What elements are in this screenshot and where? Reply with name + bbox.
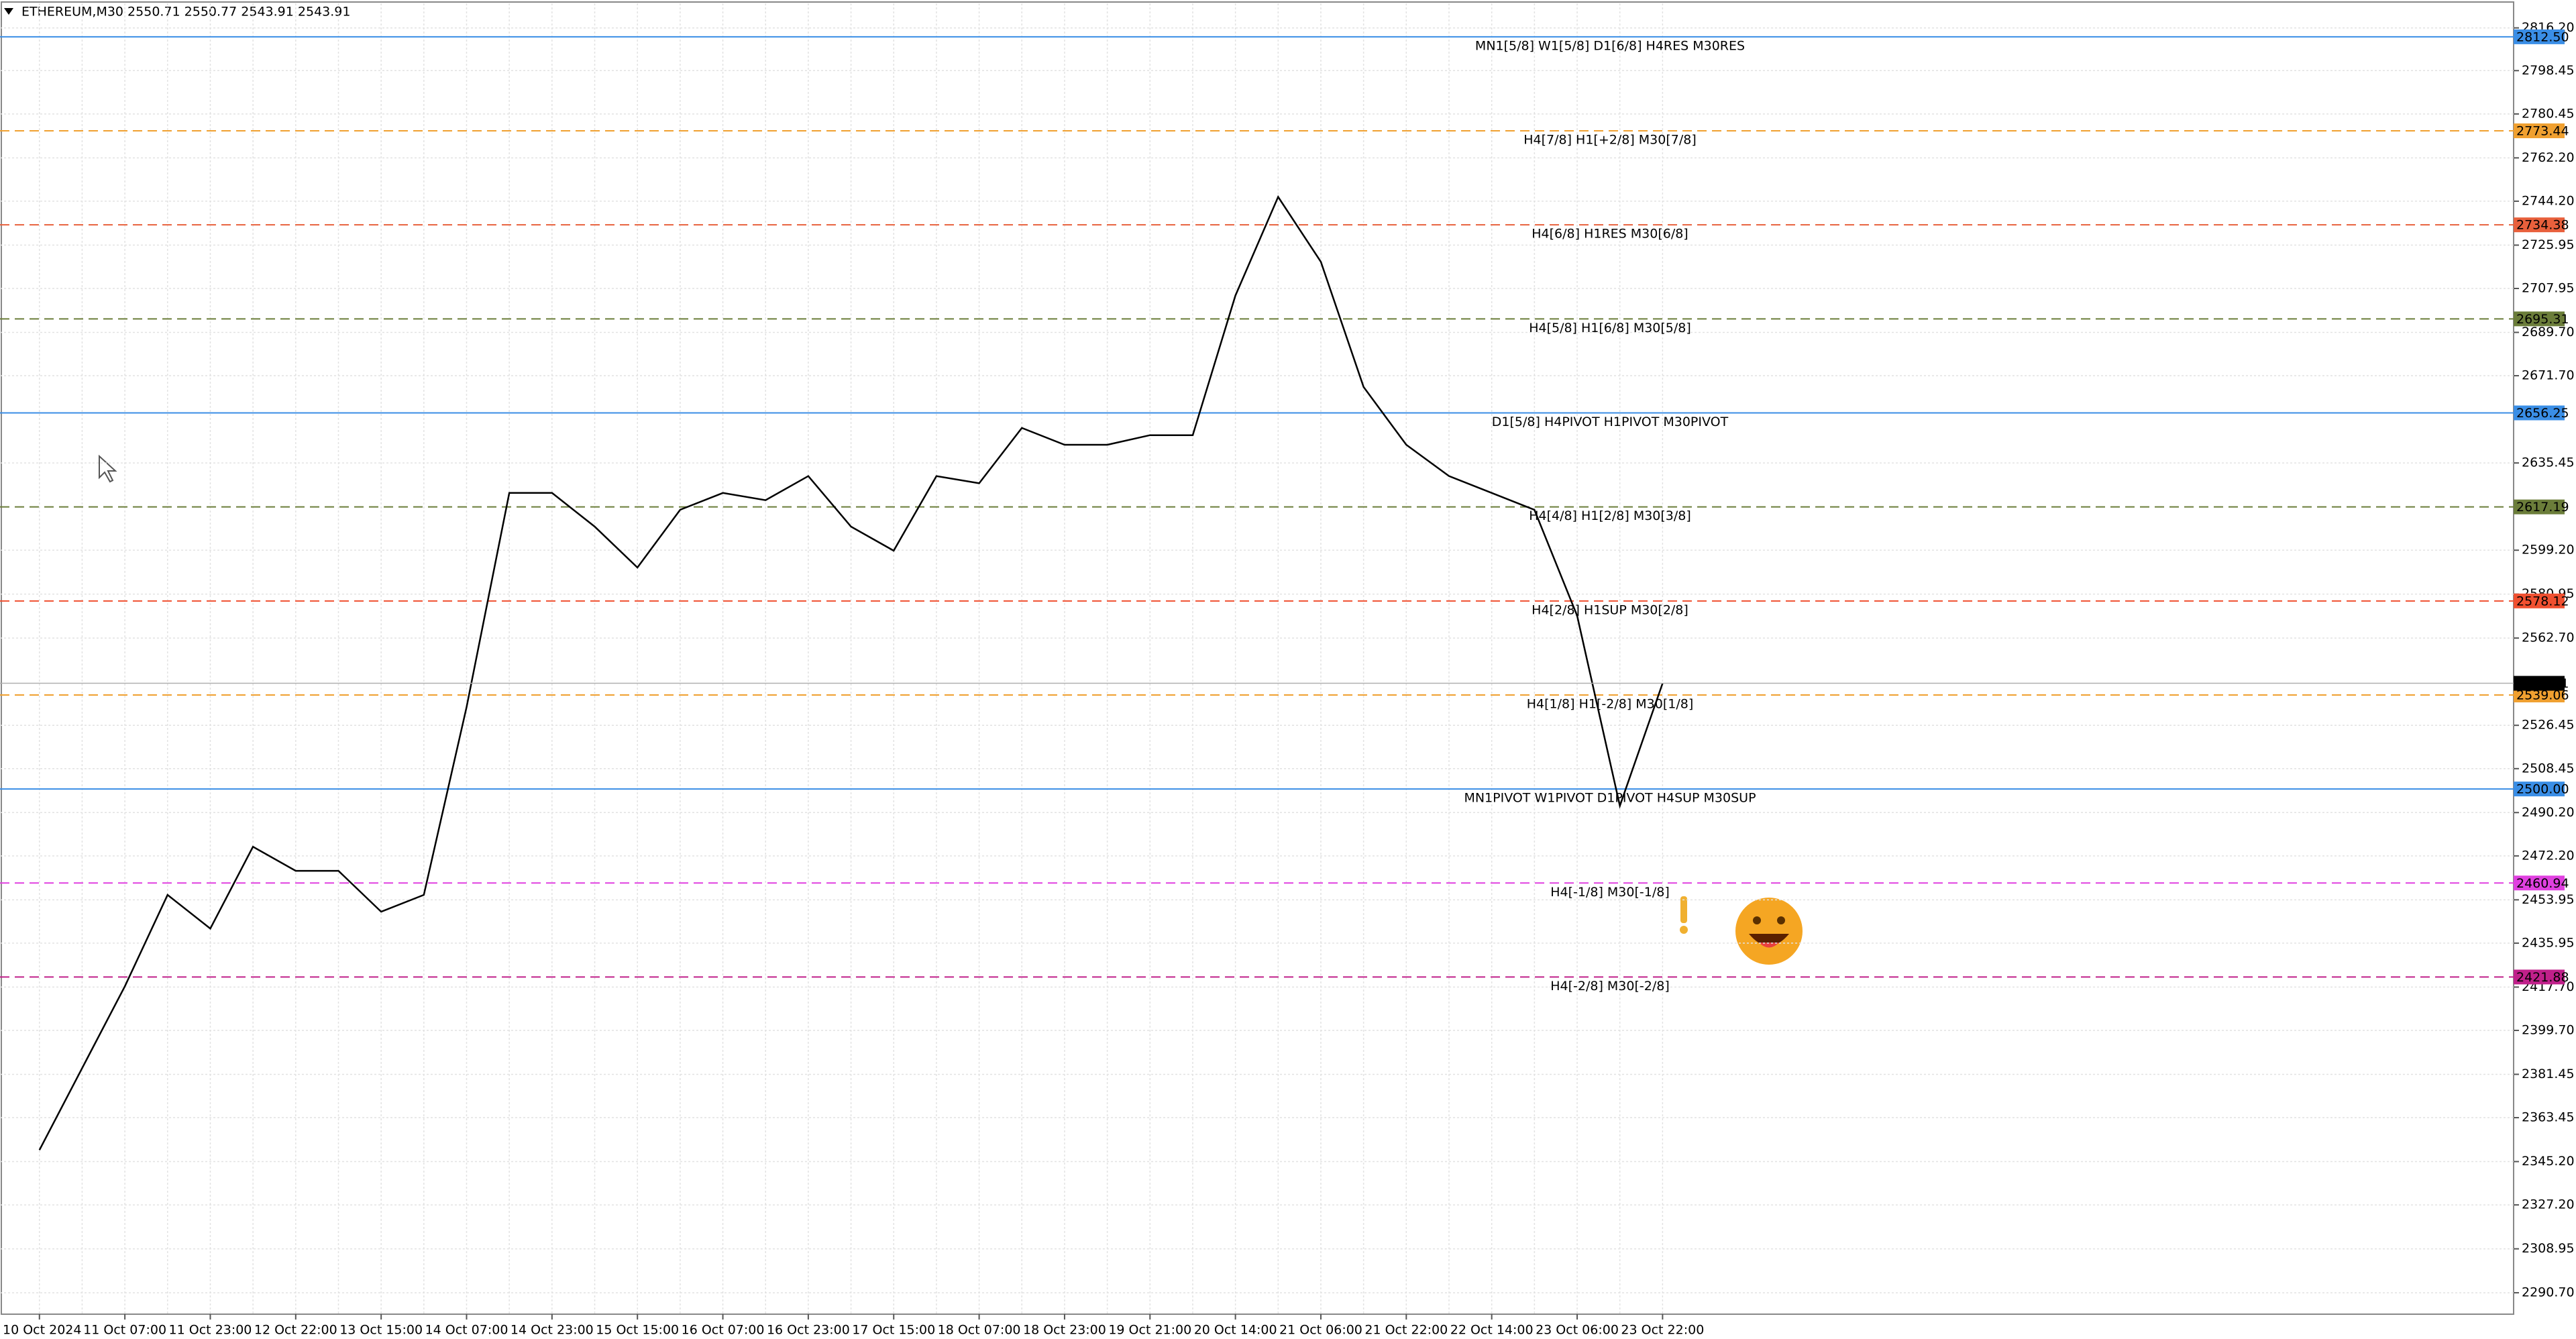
y-tick-label: 2562.70 — [2522, 631, 2575, 645]
level-badge-label: 2695.31 — [2516, 312, 2569, 327]
y-tick-label: 2599.20 — [2522, 543, 2575, 557]
x-tick-label: 17 Oct 15:00 — [852, 1323, 935, 1338]
y-tick-label: 2290.70 — [2522, 1285, 2575, 1300]
level-badge-label: 2500.00 — [2516, 782, 2569, 797]
level-label: H4[-2/8] M30[-2/8] — [1550, 979, 1670, 994]
alert-emoji — [1680, 896, 1803, 965]
x-tick-label: 19 Oct 21:00 — [1108, 1323, 1191, 1338]
level-label: H4[6/8] H1RES M30[6/8] — [1532, 227, 1688, 242]
level-label: H4[2/8] H1SUP M30[2/8] — [1532, 602, 1688, 617]
price-line — [38, 195, 1664, 1150]
x-tick-label: 11 Oct 23:00 — [169, 1323, 252, 1338]
x-tick-label: 22 Oct 14:00 — [1450, 1323, 1534, 1338]
plot-frame — [1, 1, 2514, 1315]
y-tick-label: 2508.45 — [2522, 761, 2575, 775]
y-tick-label: 2744.20 — [2522, 193, 2575, 208]
cursor — [99, 454, 117, 483]
level-label: H4[5/8] H1[6/8] M30[5/8] — [1529, 321, 1691, 335]
x-tick-label: 23 Oct 06:00 — [1536, 1323, 1619, 1338]
level-label: D1[5/8] H4PIVOT H1PIVOT M30PIVOT — [1492, 415, 1729, 429]
y-tick-label: 2707.95 — [2522, 280, 2575, 295]
x-tick-label: 21 Oct 06:00 — [1279, 1323, 1362, 1338]
last-price-label: 2543.91 — [2516, 676, 2569, 691]
level-badge-label: 2421.88 — [2516, 970, 2569, 985]
x-tick-label: 12 Oct 22:00 — [254, 1323, 337, 1338]
level-badge — [2514, 499, 2565, 515]
x-tick-label: 11 Oct 07:00 — [83, 1323, 166, 1338]
y-tick-label: 2689.70 — [2522, 325, 2575, 339]
level-badge — [2514, 123, 2565, 139]
x-tick-label: 10 Oct 2024 — [3, 1323, 81, 1338]
x-tick-label: 16 Oct 07:00 — [682, 1323, 765, 1338]
level-label: H4[7/8] H1[+2/8] M30[7/8] — [1523, 133, 1697, 148]
level-badge-label: 2578.12 — [2516, 594, 2569, 608]
y-tick-label: 2363.45 — [2522, 1110, 2575, 1125]
x-tick-label: 20 Oct 14:00 — [1194, 1323, 1277, 1338]
x-tick-label: 18 Oct 07:00 — [938, 1323, 1021, 1338]
level-badge — [2514, 217, 2565, 233]
x-tick-label: 16 Oct 23:00 — [767, 1323, 850, 1338]
level-badge-label: 2617.19 — [2516, 500, 2569, 515]
y-tick-label: 2725.95 — [2522, 237, 2575, 252]
level-badge — [2514, 593, 2565, 608]
level-badge-label: 2460.94 — [2516, 876, 2569, 891]
level-label: MN1[5/8] W1[5/8] D1[6/8] H4RES M30RES — [1475, 38, 1745, 53]
y-tick-label: 2308.95 — [2522, 1241, 2575, 1256]
level-label: H4[1/8] H1[-2/8] M30[1/8] — [1527, 696, 1693, 711]
x-tick-label: 18 Oct 23:00 — [1023, 1323, 1106, 1338]
y-tick-label: 2798.45 — [2522, 63, 2575, 78]
level-label: MN1PIVOT W1PIVOT D1PIVOT H4SUP M30SUP — [1464, 791, 1756, 806]
level-badge — [2514, 782, 2565, 797]
x-tick-label: 21 Oct 22:00 — [1364, 1323, 1448, 1338]
y-tick-label: 2490.20 — [2522, 805, 2575, 820]
level-badge-label: 2539.06 — [2516, 688, 2569, 702]
level-badge — [2514, 687, 2565, 702]
y-tick-label: 2472.20 — [2522, 848, 2575, 863]
y-tick-label: 2780.45 — [2522, 106, 2575, 121]
y-tick-label: 2635.45 — [2522, 456, 2575, 470]
chart-title: ETHEREUM,M30 2550.71 2550.77 2543.91 254… — [21, 5, 350, 19]
last-price-badge — [2514, 676, 2565, 691]
level-label: H4[-1/8] M30[-1/8] — [1550, 885, 1670, 900]
level-badge — [2514, 405, 2565, 421]
level-label: H4[4/8] H1[2/8] M30[3/8] — [1529, 508, 1691, 523]
y-tick-label: 2399.70 — [2522, 1022, 2575, 1037]
level-badge-label: 2734.38 — [2516, 218, 2569, 233]
y-tick-label: 2526.45 — [2522, 718, 2575, 733]
x-tick-label: 15 Oct 15:00 — [596, 1323, 679, 1338]
y-tick-label: 2381.45 — [2522, 1067, 2575, 1081]
y-tick-label: 2671.70 — [2522, 368, 2575, 383]
y-tick-label: 2435.95 — [2522, 935, 2575, 950]
x-tick-label: 14 Oct 23:00 — [511, 1323, 594, 1338]
x-tick-label: 13 Oct 15:00 — [339, 1323, 423, 1338]
menu-arrow[interactable] — [4, 8, 13, 15]
y-tick-label: 2762.20 — [2522, 150, 2575, 165]
level-badge — [2514, 875, 2565, 891]
y-tick-label: 2453.95 — [2522, 892, 2575, 907]
x-tick-label: 14 Oct 07:00 — [425, 1323, 508, 1338]
level-badge — [2514, 969, 2565, 985]
level-badge — [2514, 311, 2565, 327]
x-tick-label: 23 Oct 22:00 — [1621, 1323, 1704, 1338]
level-badge-label: 2812.50 — [2516, 30, 2569, 44]
level-badge-label: 2656.25 — [2516, 406, 2569, 421]
level-badge — [2514, 29, 2565, 44]
level-badge-label: 2773.44 — [2516, 124, 2569, 139]
y-tick-label: 2345.20 — [2522, 1154, 2575, 1169]
y-tick-label: 2327.20 — [2522, 1197, 2575, 1212]
